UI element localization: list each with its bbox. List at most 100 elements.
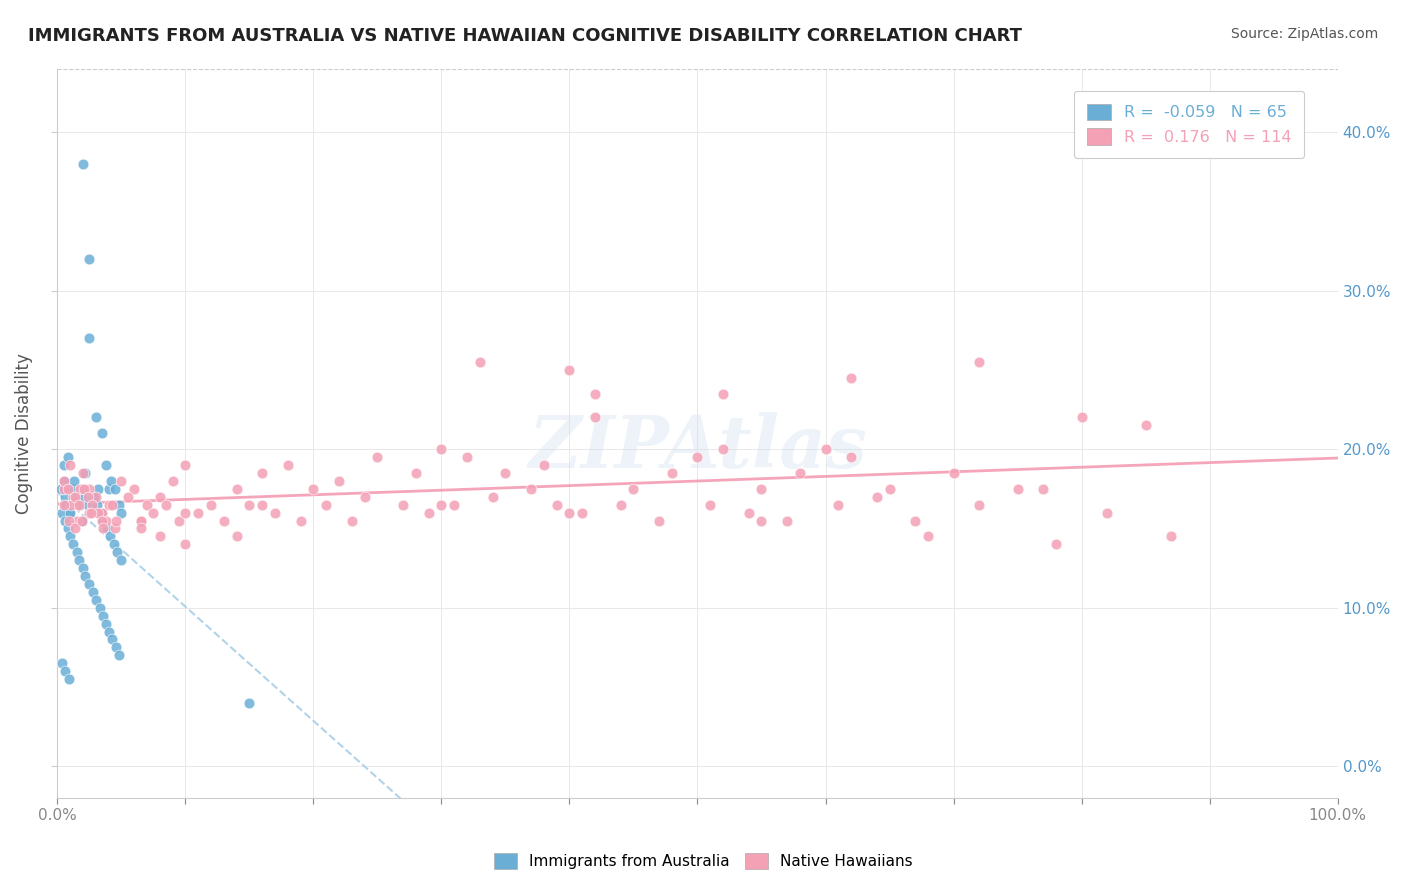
Point xyxy=(1032,482,1054,496)
Point xyxy=(103,537,125,551)
Point xyxy=(69,498,91,512)
Point xyxy=(839,450,862,464)
Point xyxy=(789,466,811,480)
Point xyxy=(456,450,478,464)
Point xyxy=(79,577,101,591)
Y-axis label: Cognitive Disability: Cognitive Disability xyxy=(15,353,32,514)
Point xyxy=(711,386,734,401)
Point xyxy=(62,490,84,504)
Point xyxy=(73,482,96,496)
Point xyxy=(93,521,115,535)
Point xyxy=(149,490,172,504)
Point xyxy=(89,600,111,615)
Point xyxy=(79,506,101,520)
Point xyxy=(59,482,82,496)
Point xyxy=(967,355,990,369)
Point xyxy=(75,569,97,583)
Point xyxy=(58,506,80,520)
Point xyxy=(52,474,75,488)
Point xyxy=(79,506,101,520)
Point xyxy=(53,664,76,678)
Point xyxy=(737,506,759,520)
Point xyxy=(59,506,82,520)
Point xyxy=(225,529,247,543)
Point xyxy=(84,410,107,425)
Point xyxy=(149,529,172,543)
Point xyxy=(104,482,127,496)
Point xyxy=(67,553,90,567)
Point xyxy=(174,458,197,472)
Point xyxy=(60,482,83,496)
Point xyxy=(430,498,453,512)
Point xyxy=(65,490,87,504)
Point xyxy=(917,529,939,543)
Point xyxy=(72,482,94,496)
Point xyxy=(110,553,132,567)
Point xyxy=(52,474,75,488)
Point xyxy=(94,514,117,528)
Point xyxy=(129,514,152,528)
Point xyxy=(72,561,94,575)
Point xyxy=(827,498,849,512)
Point xyxy=(66,498,89,512)
Point xyxy=(583,386,606,401)
Point xyxy=(91,514,114,528)
Point xyxy=(558,506,581,520)
Point xyxy=(225,482,247,496)
Point xyxy=(1070,410,1092,425)
Point xyxy=(122,482,145,496)
Point xyxy=(879,482,901,496)
Point xyxy=(942,466,965,480)
Point xyxy=(58,672,80,686)
Point xyxy=(430,442,453,457)
Point xyxy=(904,514,927,528)
Point xyxy=(340,514,363,528)
Point xyxy=(328,474,350,488)
Point xyxy=(62,482,84,496)
Point xyxy=(52,498,75,512)
Point xyxy=(533,458,555,472)
Point xyxy=(58,514,80,528)
Point xyxy=(105,640,128,655)
Point xyxy=(174,537,197,551)
Point xyxy=(63,474,86,488)
Point xyxy=(751,514,773,528)
Point xyxy=(187,506,209,520)
Point xyxy=(418,506,440,520)
Point xyxy=(65,545,87,559)
Point xyxy=(277,458,299,472)
Point xyxy=(238,498,260,512)
Point xyxy=(648,514,671,528)
Point xyxy=(65,514,87,528)
Point xyxy=(101,632,124,647)
Point xyxy=(686,450,709,464)
Point xyxy=(142,506,165,520)
Point xyxy=(129,521,152,535)
Point xyxy=(80,498,103,512)
Point xyxy=(79,482,101,496)
Point xyxy=(392,498,415,512)
Point xyxy=(59,529,82,543)
Point xyxy=(1160,529,1182,543)
Point xyxy=(67,498,90,512)
Point xyxy=(91,426,114,441)
Point xyxy=(290,514,312,528)
Point xyxy=(571,506,593,520)
Point xyxy=(167,514,190,528)
Point xyxy=(661,466,683,480)
Point xyxy=(72,156,94,170)
Point xyxy=(623,482,645,496)
Point xyxy=(55,498,77,512)
Point xyxy=(70,514,93,528)
Point xyxy=(69,482,91,496)
Point xyxy=(468,355,491,369)
Point xyxy=(84,490,107,504)
Point xyxy=(967,498,990,512)
Point xyxy=(405,466,427,480)
Point xyxy=(97,482,120,496)
Point xyxy=(100,474,122,488)
Point xyxy=(200,498,222,512)
Text: ZIPAtlas: ZIPAtlas xyxy=(529,412,868,483)
Point xyxy=(56,482,79,496)
Point xyxy=(1007,482,1029,496)
